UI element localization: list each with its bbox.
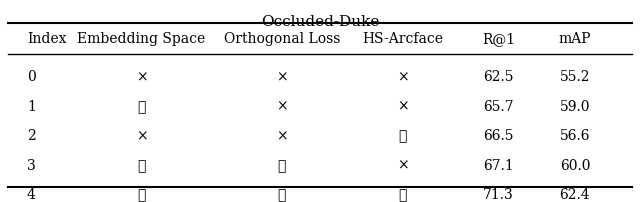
Text: ×: × — [276, 129, 287, 143]
Text: 62.4: 62.4 — [559, 187, 590, 201]
Text: Occluded-Duke: Occluded-Duke — [261, 15, 379, 28]
Text: R@1: R@1 — [482, 32, 515, 46]
Text: 4: 4 — [27, 187, 36, 201]
Text: 0: 0 — [27, 70, 36, 84]
Text: 65.7: 65.7 — [483, 99, 514, 113]
Text: 71.3: 71.3 — [483, 187, 514, 201]
Text: ✓: ✓ — [138, 99, 146, 113]
Text: ✓: ✓ — [278, 158, 286, 172]
Text: HS-Arcface: HS-Arcface — [362, 32, 444, 46]
Text: ×: × — [397, 70, 409, 84]
Text: 56.6: 56.6 — [559, 129, 590, 143]
Text: 2: 2 — [27, 129, 36, 143]
Text: Embedding Space: Embedding Space — [77, 32, 205, 46]
Text: 1: 1 — [27, 99, 36, 113]
Text: ×: × — [397, 158, 409, 172]
Text: ×: × — [397, 99, 409, 113]
Text: ×: × — [136, 70, 147, 84]
Text: ✓: ✓ — [399, 187, 407, 201]
Text: 62.5: 62.5 — [483, 70, 514, 84]
Text: 3: 3 — [27, 158, 36, 172]
Text: ×: × — [136, 129, 147, 143]
Text: Orthogonal Loss: Orthogonal Loss — [223, 32, 340, 46]
Text: ×: × — [276, 70, 287, 84]
Text: 67.1: 67.1 — [483, 158, 514, 172]
Text: ✓: ✓ — [138, 158, 146, 172]
Text: ✓: ✓ — [138, 187, 146, 201]
Text: 60.0: 60.0 — [559, 158, 590, 172]
Text: ×: × — [276, 99, 287, 113]
Text: 59.0: 59.0 — [559, 99, 590, 113]
Text: mAP: mAP — [559, 32, 591, 46]
Text: ✓: ✓ — [278, 187, 286, 201]
Text: 55.2: 55.2 — [559, 70, 590, 84]
Text: ✓: ✓ — [399, 129, 407, 143]
Text: 66.5: 66.5 — [483, 129, 514, 143]
Text: Index: Index — [27, 32, 67, 46]
